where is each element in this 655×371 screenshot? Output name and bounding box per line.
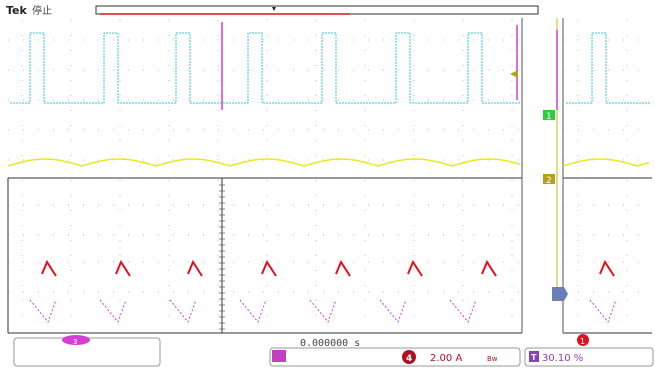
ch1-scale-badge[interactable]: 1 xyxy=(577,334,589,346)
ch3-waveform xyxy=(589,299,617,323)
ch1-badge-label: 1 xyxy=(580,337,585,346)
ch4-scale-badge[interactable]: 4 xyxy=(402,350,416,364)
ch3-waveform xyxy=(169,299,197,323)
trigger-position-marker[interactable] xyxy=(272,7,276,11)
ch3-waveform xyxy=(29,299,57,323)
ch1-waveform xyxy=(566,32,650,104)
ch4-badge-label: 4 xyxy=(406,354,412,364)
ch3-waveform xyxy=(449,299,477,323)
header-bar: Tek 停止 xyxy=(6,4,539,17)
bottom-status-bar: 3 0.000000 s 4 2.00 A Bw T 30.10 % 1 xyxy=(13,334,654,367)
ch2-marker-label: 2 xyxy=(546,176,552,186)
trigger-position-readout: 30.10 % xyxy=(542,353,583,364)
ch1-reference-marker[interactable]: 1 xyxy=(543,110,555,122)
trigger-source-badge[interactable] xyxy=(272,350,286,362)
ch4-pulse xyxy=(599,259,615,277)
horizontal-readout-box[interactable] xyxy=(269,347,521,367)
brand-logo: Tek xyxy=(6,4,28,17)
ch3-waveform xyxy=(99,299,127,323)
ch2-reference-marker[interactable]: 2 xyxy=(543,174,555,186)
bandwidth-limit-label: Bw xyxy=(487,355,498,363)
ch1-waveform xyxy=(10,32,520,104)
ch3-scale-badge[interactable] xyxy=(62,335,90,345)
ch2-waveform xyxy=(7,158,521,167)
ch4-pulse xyxy=(187,259,203,277)
ch4-pulse xyxy=(261,259,277,277)
ch4-pulse xyxy=(115,259,131,277)
ch1-marker-label: 1 xyxy=(546,112,552,122)
ch3-badge-label: 3 xyxy=(73,338,77,346)
trigger-readout-box[interactable] xyxy=(524,347,654,367)
trigger-badge-label: T xyxy=(531,353,537,362)
ch4-pulse xyxy=(41,259,57,277)
trigger-badge[interactable] xyxy=(529,351,539,362)
record-length-bar[interactable] xyxy=(95,5,539,15)
ch3-waveform xyxy=(309,299,337,323)
ch3-reference-marker[interactable] xyxy=(552,287,568,301)
ch2-level-marker xyxy=(510,70,518,78)
horizontal-position-readout: 0.000000 s xyxy=(300,338,360,349)
ch4-pulse xyxy=(481,259,497,277)
ch3-waveform xyxy=(379,299,407,323)
ch4-pulse xyxy=(335,259,351,277)
waveforms xyxy=(7,22,650,323)
ch3-waveform xyxy=(239,299,267,323)
ch2-waveform xyxy=(562,158,650,167)
ch4-pulse xyxy=(407,259,423,277)
graticule xyxy=(7,18,652,334)
ch4-scale-value: 2.00 A xyxy=(430,353,462,364)
run-state-label: 停止 xyxy=(32,4,52,17)
